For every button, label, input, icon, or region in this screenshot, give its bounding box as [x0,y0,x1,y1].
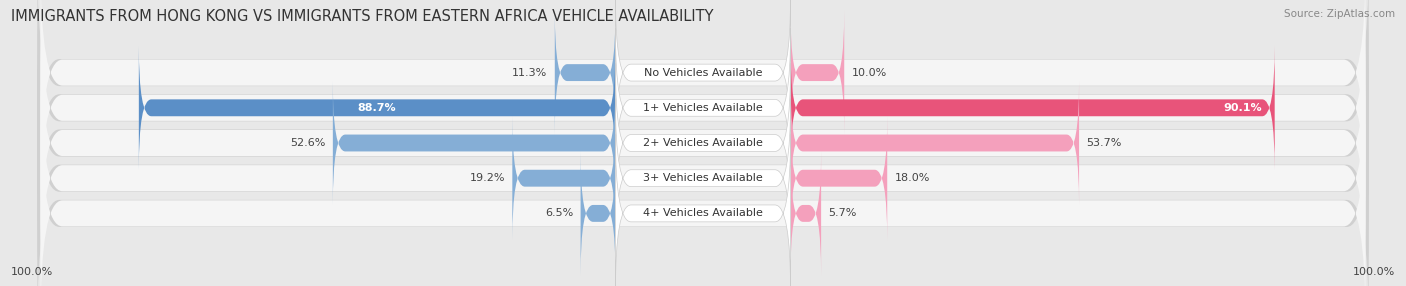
Text: 10.0%: 10.0% [852,67,887,78]
Text: No Vehicles Available: No Vehicles Available [644,67,762,78]
FancyBboxPatch shape [581,152,616,275]
Text: 18.0%: 18.0% [894,173,931,183]
Text: Source: ZipAtlas.com: Source: ZipAtlas.com [1284,9,1395,19]
Text: 4+ Vehicles Available: 4+ Vehicles Available [643,208,763,219]
Text: 52.6%: 52.6% [290,138,325,148]
FancyBboxPatch shape [790,11,844,134]
FancyBboxPatch shape [616,134,790,286]
FancyBboxPatch shape [41,0,1365,218]
FancyBboxPatch shape [38,0,1368,182]
Text: 19.2%: 19.2% [470,173,505,183]
Text: 3+ Vehicles Available: 3+ Vehicles Available [643,173,763,183]
FancyBboxPatch shape [555,11,616,134]
FancyBboxPatch shape [616,28,790,187]
Text: 11.3%: 11.3% [512,67,547,78]
FancyBboxPatch shape [616,99,790,258]
FancyBboxPatch shape [790,81,1078,205]
FancyBboxPatch shape [616,0,790,152]
Text: 1+ Vehicles Available: 1+ Vehicles Available [643,103,763,113]
Text: 90.1%: 90.1% [1223,103,1263,113]
FancyBboxPatch shape [41,68,1365,286]
Text: 53.7%: 53.7% [1087,138,1122,148]
Text: 2+ Vehicles Available: 2+ Vehicles Available [643,138,763,148]
FancyBboxPatch shape [512,116,616,240]
FancyBboxPatch shape [139,46,616,170]
FancyBboxPatch shape [41,33,1365,253]
FancyBboxPatch shape [333,81,616,205]
FancyBboxPatch shape [38,69,1368,286]
FancyBboxPatch shape [38,0,1368,217]
FancyBboxPatch shape [41,103,1365,286]
FancyBboxPatch shape [790,152,821,275]
FancyBboxPatch shape [38,33,1368,253]
Text: 5.7%: 5.7% [828,208,858,219]
Text: 6.5%: 6.5% [546,208,574,219]
Text: 88.7%: 88.7% [359,103,396,113]
FancyBboxPatch shape [616,63,790,223]
Text: IMMIGRANTS FROM HONG KONG VS IMMIGRANTS FROM EASTERN AFRICA VEHICLE AVAILABILITY: IMMIGRANTS FROM HONG KONG VS IMMIGRANTS … [11,9,714,23]
FancyBboxPatch shape [41,0,1365,183]
Text: 100.0%: 100.0% [1353,267,1395,277]
FancyBboxPatch shape [38,104,1368,286]
Text: 100.0%: 100.0% [11,267,53,277]
FancyBboxPatch shape [790,116,887,240]
FancyBboxPatch shape [790,46,1275,170]
